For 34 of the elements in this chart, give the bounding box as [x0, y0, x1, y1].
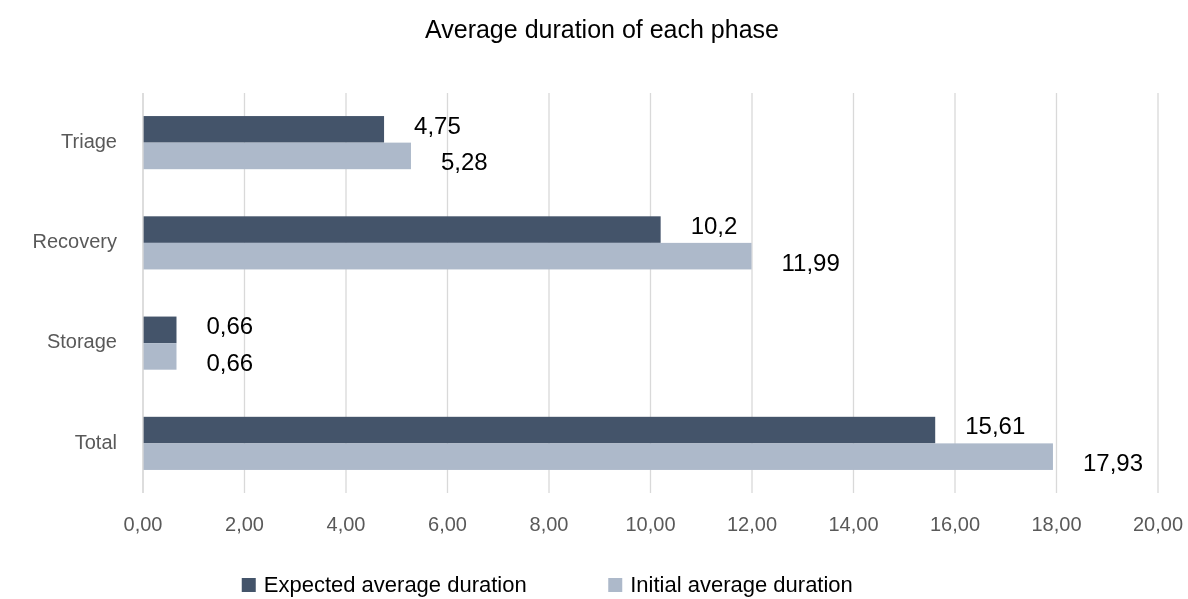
y-tick-label: Total — [74, 430, 117, 453]
bar — [143, 116, 385, 143]
x-tick-label: 20,00 — [1132, 513, 1184, 535]
data-label: 11,99 — [781, 248, 840, 276]
x-tick-label: 10,00 — [625, 513, 676, 535]
x-tick-label: 4,00 — [326, 513, 366, 535]
chart-title: Average duration of each phase — [425, 15, 779, 43]
bar — [143, 142, 411, 170]
x-tick-label: 8,00 — [529, 513, 569, 535]
bar — [143, 443, 1053, 470]
y-tick-label: Storage — [46, 330, 117, 353]
data-label: 0,66 — [206, 312, 254, 340]
x-tick-label: 16,00 — [929, 513, 981, 535]
bar — [143, 216, 661, 243]
bar — [143, 242, 752, 270]
bar — [143, 316, 177, 344]
y-tick-label: Recovery — [32, 230, 117, 253]
data-label: 17,93 — [1082, 449, 1144, 476]
y-tick-label: Triage — [61, 129, 117, 152]
bar — [143, 343, 177, 370]
data-label: 15,61 — [965, 412, 1026, 440]
x-tick-label: 14,00 — [828, 513, 879, 535]
x-tick-label: 2,00 — [225, 513, 264, 535]
x-tick-label: 6,00 — [428, 513, 467, 535]
data-label: 5,28 — [440, 148, 488, 176]
x-tick-label: 12,00 — [726, 513, 778, 535]
x-tick-label: 18,00 — [1031, 513, 1082, 535]
data-label: 10,2 — [690, 211, 738, 239]
data-label: 0,66 — [206, 348, 254, 376]
legend-label: Expected average duration — [263, 571, 527, 597]
bar — [143, 416, 936, 444]
data-label: 4,75 — [414, 111, 461, 139]
legend-label: Initial average duration — [630, 571, 853, 597]
x-tick-label: 0,00 — [123, 513, 163, 535]
